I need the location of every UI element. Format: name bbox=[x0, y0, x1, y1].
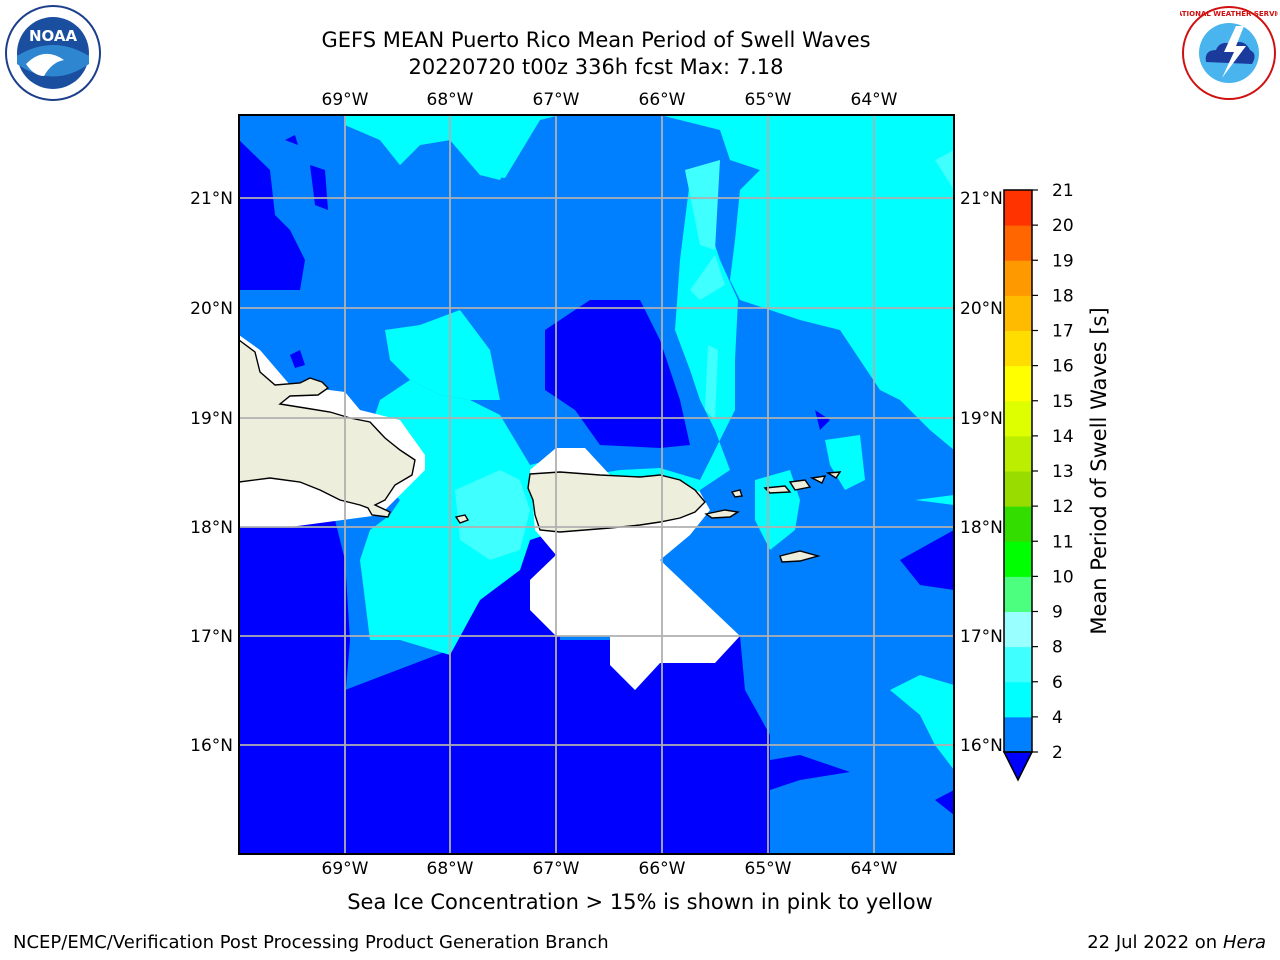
colorbar-cell bbox=[1004, 576, 1032, 612]
colorbar: 2 4 6 8 9 10 11 12 13 14 15 16 17 18 19 20 21 bbox=[1002, 181, 1074, 782]
colorbar-cell bbox=[1004, 225, 1032, 261]
colorbar-tick-label: 16 bbox=[1052, 357, 1074, 377]
lon-label: 67°W bbox=[533, 859, 580, 879]
colorbar-tick-label: 14 bbox=[1052, 427, 1074, 447]
lon-label: 64°W bbox=[851, 90, 898, 110]
gridlines bbox=[239, 115, 954, 854]
lat-label: 21°N bbox=[190, 189, 233, 209]
lon-label: 68°W bbox=[427, 859, 474, 879]
chart-subtitle: 20220720 t00z 336h fcst Max: 7.18 bbox=[408, 55, 784, 79]
lon-label: 69°W bbox=[322, 90, 369, 110]
colorbar-under-arrow bbox=[1002, 751, 1034, 782]
lon-label: 69°W bbox=[322, 859, 369, 879]
colorbar-cell bbox=[1004, 190, 1032, 226]
lon-label: 66°W bbox=[639, 859, 686, 879]
lat-label: 17°N bbox=[190, 627, 233, 647]
colorbar-cell bbox=[1004, 506, 1032, 542]
lat-label: 18°N bbox=[190, 518, 233, 538]
lon-label: 67°W bbox=[533, 90, 580, 110]
colorbar-tick-label: 15 bbox=[1052, 392, 1074, 412]
lat-labels-left: 21°N 20°N 19°N 18°N 17°N 16°N bbox=[190, 189, 233, 756]
colorbar-cell bbox=[1004, 646, 1032, 683]
colorbar-tick-label: 9 bbox=[1052, 603, 1063, 623]
lat-label: 19°N bbox=[190, 409, 233, 429]
colorbar-tick-label: 4 bbox=[1052, 708, 1063, 728]
colorbar-cell bbox=[1004, 295, 1032, 331]
colorbar-tick-label: 21 bbox=[1052, 181, 1074, 201]
noaa-logo: NOAA bbox=[5, 5, 101, 101]
date-text: 22 Jul 2022 on bbox=[1087, 932, 1223, 953]
map-frame bbox=[238, 114, 955, 855]
date-stamp: 22 Jul 2022 on Hera bbox=[1087, 932, 1266, 953]
lat-label: 20°N bbox=[190, 299, 233, 319]
sea-ice-note: Sea Ice Concentration > 15% is shown in … bbox=[347, 890, 933, 914]
nws-logo: NATIONAL WEATHER SERVICE bbox=[1180, 6, 1278, 100]
lon-label: 64°W bbox=[851, 859, 898, 879]
lat-label: 16°N bbox=[960, 736, 1003, 756]
svg-text:NOAA: NOAA bbox=[29, 27, 78, 45]
colorbar-cell bbox=[1004, 400, 1032, 437]
colorbar-tick-label: 12 bbox=[1052, 497, 1074, 517]
lon-labels-top: 69°W 68°W 67°W 66°W 65°W 64°W bbox=[322, 90, 898, 110]
colorbar-cell bbox=[1004, 471, 1032, 507]
colorbar-tick-label: 20 bbox=[1052, 216, 1074, 236]
lat-label: 17°N bbox=[960, 627, 1003, 647]
lat-label: 21°N bbox=[960, 189, 1003, 209]
colorbar-cell bbox=[1004, 541, 1032, 577]
machine-name: Hera bbox=[1222, 932, 1266, 953]
colorbar-cell bbox=[1004, 330, 1032, 367]
lat-label: 19°N bbox=[960, 409, 1003, 429]
colorbar-tick-label: 17 bbox=[1052, 322, 1074, 342]
colorbar-tick-label: 13 bbox=[1052, 462, 1074, 482]
light-cyan-regions bbox=[455, 150, 954, 560]
colorbar-label: Mean Period of Swell Waves [s] bbox=[1087, 307, 1111, 634]
colorbar-tick-label: 10 bbox=[1052, 567, 1074, 587]
lon-label: 65°W bbox=[745, 90, 792, 110]
colorbar-cell bbox=[1004, 260, 1032, 296]
colorbar-cell bbox=[1004, 365, 1032, 402]
colorbar-tick-label: 2 bbox=[1052, 743, 1063, 763]
lon-labels-bottom: 69°W 68°W 67°W 66°W 65°W 64°W bbox=[322, 859, 898, 879]
lat-label: 18°N bbox=[960, 518, 1003, 538]
producer-credit: NCEP/EMC/Verification Post Processing Pr… bbox=[13, 932, 609, 953]
map-panel bbox=[239, 115, 954, 854]
colorbar-tick-label: 11 bbox=[1052, 532, 1074, 552]
svg-text:NATIONAL WEATHER SERVICE: NATIONAL WEATHER SERVICE bbox=[1180, 10, 1278, 18]
lon-label: 65°W bbox=[745, 859, 792, 879]
lon-label: 68°W bbox=[427, 90, 474, 110]
colorbar-cell bbox=[1004, 681, 1032, 718]
colorbar-tick-label: 6 bbox=[1052, 673, 1063, 693]
land-masses bbox=[239, 339, 842, 563]
colorbar-cell bbox=[1004, 611, 1032, 648]
chart-title: GEFS MEAN Puerto Rico Mean Period of Swe… bbox=[321, 28, 871, 52]
colorbar-cell bbox=[1004, 716, 1032, 753]
colorbar-tick-label: 18 bbox=[1052, 286, 1074, 306]
lon-label: 66°W bbox=[639, 90, 686, 110]
colorbar-cell bbox=[1004, 435, 1032, 472]
colorbar-tick-label: 8 bbox=[1052, 638, 1063, 658]
lat-label: 20°N bbox=[960, 299, 1003, 319]
lat-labels-right: 21°N 20°N 19°N 18°N 17°N 16°N bbox=[960, 189, 1003, 756]
lat-label: 16°N bbox=[190, 736, 233, 756]
colorbar-tick-label: 19 bbox=[1052, 251, 1074, 271]
dark-blue-regions bbox=[239, 135, 954, 854]
